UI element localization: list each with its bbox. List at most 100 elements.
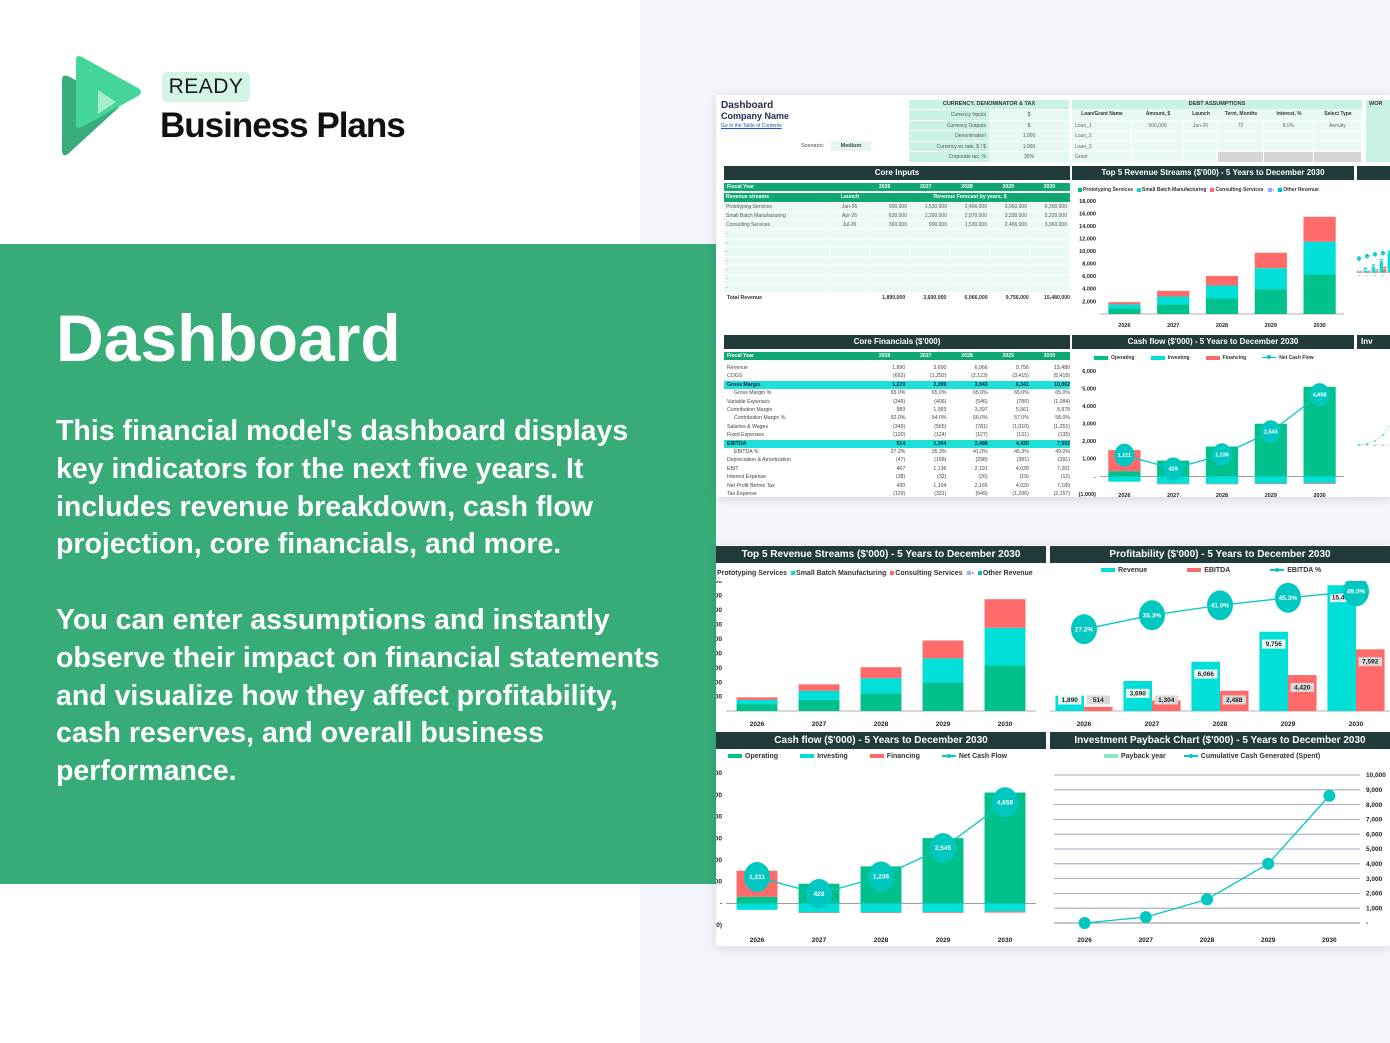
debt-cell[interactable]: Annuity xyxy=(1314,120,1362,130)
stream-value[interactable] xyxy=(950,248,990,256)
stream-name[interactable]: - xyxy=(724,266,830,274)
stream-value[interactable]: 3,960,000 xyxy=(990,203,1030,211)
stream-launch[interactable]: Apr-26 xyxy=(830,212,870,220)
currency-value[interactable]: 30% xyxy=(989,152,1069,162)
stream-value[interactable] xyxy=(950,257,990,265)
stream-value[interactable] xyxy=(870,248,910,256)
stream-value[interactable] xyxy=(950,284,990,292)
debt-cell[interactable] xyxy=(1218,141,1264,151)
stream-value[interactable] xyxy=(870,230,910,238)
stream-launch[interactable] xyxy=(830,275,870,283)
debt-cell[interactable] xyxy=(1184,141,1218,151)
debt-cell[interactable]: Jan-26 xyxy=(1184,120,1218,130)
stream-launch[interactable] xyxy=(830,230,870,238)
stream-value[interactable] xyxy=(990,275,1030,283)
stream-value[interactable] xyxy=(1030,230,1070,238)
stream-value[interactable]: 900,000 xyxy=(910,221,950,229)
toc-link[interactable]: Go to the Table of Contents xyxy=(721,123,782,129)
stream-value[interactable] xyxy=(950,230,990,238)
stream-value[interactable]: 1,530,000 xyxy=(950,221,990,229)
stream-value[interactable] xyxy=(1030,248,1070,256)
stream-value[interactable]: 2,466,000 xyxy=(990,221,1030,229)
stream-name[interactable]: Prototyping Services xyxy=(724,203,830,211)
stream-name[interactable]: - xyxy=(724,239,830,247)
stream-value[interactable]: 360,000 xyxy=(870,221,910,229)
stream-value[interactable] xyxy=(1030,257,1070,265)
stream-value[interactable] xyxy=(910,230,950,238)
stream-value[interactable] xyxy=(990,248,1030,256)
stream-value[interactable] xyxy=(870,284,910,292)
stream-launch[interactable] xyxy=(830,248,870,256)
scenario-select[interactable]: Medium xyxy=(831,141,871,151)
stream-value[interactable] xyxy=(1030,266,1070,274)
financials-value: (649) xyxy=(975,491,988,497)
debt-cell[interactable] xyxy=(1184,152,1218,162)
currency-value[interactable]: $ xyxy=(989,120,1069,130)
stream-value[interactable] xyxy=(870,257,910,265)
stream-value[interactable] xyxy=(910,248,950,256)
currency-value[interactable]: 1,000 xyxy=(989,131,1069,141)
stream-value[interactable]: 1,530,000 xyxy=(910,203,950,211)
debt-cell[interactable]: 8.0% xyxy=(1264,120,1314,130)
stream-value[interactable] xyxy=(910,266,950,274)
stream-launch[interactable] xyxy=(830,257,870,265)
stream-value[interactable] xyxy=(910,257,950,265)
debt-cell[interactable] xyxy=(1132,131,1184,141)
stream-name[interactable]: - xyxy=(724,248,830,256)
stream-value[interactable]: 2,070,000 xyxy=(950,212,990,220)
debt-cell[interactable] xyxy=(1314,152,1362,162)
debt-cell[interactable] xyxy=(1264,131,1314,141)
stream-launch[interactable] xyxy=(830,239,870,247)
stream-value[interactable]: 630,000 xyxy=(870,212,910,220)
debt-cell[interactable] xyxy=(1218,131,1264,141)
debt-cell[interactable] xyxy=(1132,141,1184,151)
stream-value[interactable] xyxy=(990,266,1030,274)
stream-value[interactable] xyxy=(990,257,1030,265)
stream-value[interactable] xyxy=(950,239,990,247)
debt-cell[interactable] xyxy=(1264,141,1314,151)
stream-value[interactable] xyxy=(950,275,990,283)
currency-value[interactable]: $ xyxy=(989,110,1069,120)
debt-cell[interactable]: 72 xyxy=(1218,120,1264,130)
stream-value[interactable] xyxy=(910,284,950,292)
stream-value[interactable] xyxy=(990,230,1030,238)
stream-name[interactable]: - xyxy=(724,284,830,292)
financials-value: 15,480 xyxy=(1054,365,1071,371)
stream-value[interactable] xyxy=(870,275,910,283)
stream-value[interactable]: 5,220,000 xyxy=(1030,212,1070,220)
stream-value[interactable] xyxy=(990,239,1030,247)
stream-value[interactable] xyxy=(870,239,910,247)
stream-value[interactable]: 900,000 xyxy=(870,203,910,211)
stream-value[interactable] xyxy=(910,275,950,283)
stream-value[interactable]: 6,300,000 xyxy=(1030,203,1070,211)
stream-launch[interactable] xyxy=(830,266,870,274)
debt-cell[interactable] xyxy=(1218,152,1264,162)
stream-launch[interactable]: Jan-26 xyxy=(830,203,870,211)
stream-launch[interactable] xyxy=(830,284,870,292)
stream-value[interactable] xyxy=(950,266,990,274)
debt-cell[interactable] xyxy=(1184,131,1218,141)
stream-value[interactable]: 3,960,000 xyxy=(1030,221,1070,229)
stream-name[interactable]: Consulting Services xyxy=(724,221,830,229)
stream-value[interactable] xyxy=(1030,239,1070,247)
stream-name[interactable]: - xyxy=(724,257,830,265)
currency-value[interactable]: 1.000 xyxy=(989,141,1069,151)
stream-value[interactable]: 3,330,000 xyxy=(990,212,1030,220)
stream-launch[interactable]: Jul-26 xyxy=(830,221,870,229)
stream-value[interactable]: 1,260,000 xyxy=(910,212,950,220)
stream-value[interactable] xyxy=(870,266,910,274)
debt-cell[interactable] xyxy=(1132,152,1184,162)
stream-value[interactable] xyxy=(1030,275,1070,283)
stream-name[interactable]: - xyxy=(724,275,830,283)
financials-value: 3,943 xyxy=(974,381,988,388)
debt-cell[interactable]: 500,000 xyxy=(1132,120,1184,130)
stream-name[interactable]: - xyxy=(724,230,830,238)
debt-cell[interactable] xyxy=(1314,141,1362,151)
stream-value[interactable] xyxy=(1030,284,1070,292)
stream-value[interactable] xyxy=(990,284,1030,292)
debt-cell[interactable] xyxy=(1264,152,1314,162)
stream-value[interactable]: 2,466,000 xyxy=(950,203,990,211)
stream-value[interactable] xyxy=(910,239,950,247)
stream-name[interactable]: Small Batch Manufacturing xyxy=(724,212,830,220)
debt-cell[interactable] xyxy=(1314,131,1362,141)
